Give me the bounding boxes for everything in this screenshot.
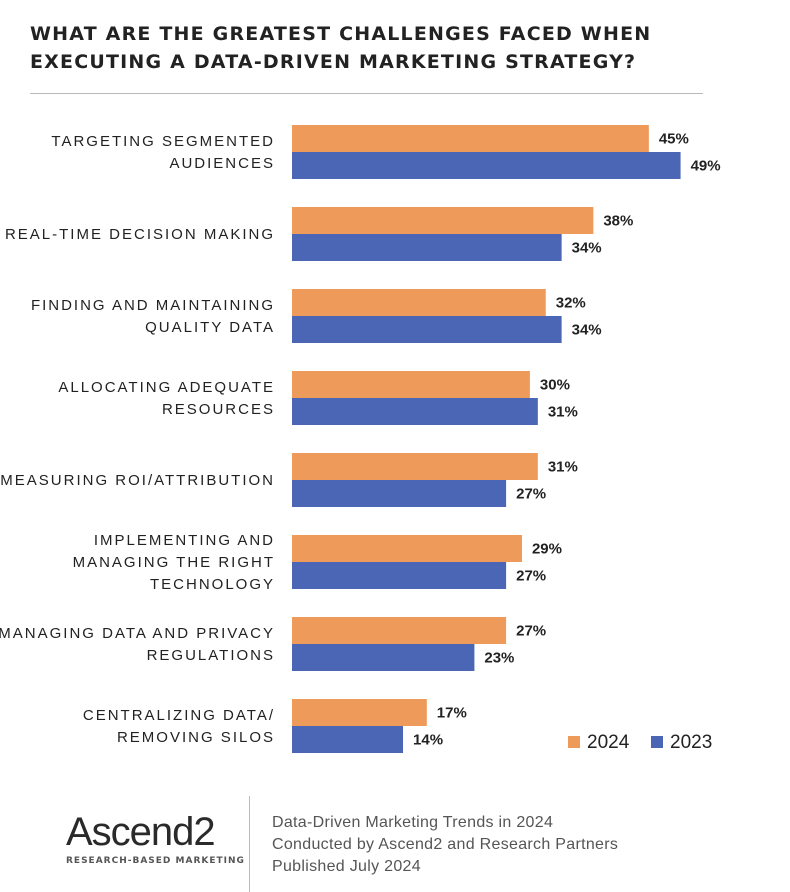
bar-2024 — [292, 535, 522, 562]
value-label-2024: 38% — [603, 213, 633, 230]
value-label-2023: 27% — [516, 568, 546, 585]
bar-2023 — [292, 316, 562, 343]
footer: Ascend2 RESEARCH-BASED MARKETING Data-Dr… — [0, 796, 790, 892]
credit-line-conducted: Conducted by Ascend2 and Research Partne… — [272, 836, 619, 853]
value-label-2023: 14% — [413, 732, 443, 749]
value-label-2023: 34% — [572, 322, 602, 339]
value-label-2024: 27% — [516, 623, 546, 640]
bar-2024 — [292, 371, 530, 398]
value-label-2023: 49% — [691, 158, 721, 175]
value-label-2023: 34% — [572, 240, 602, 257]
category-label: MANAGING DATA AND PRIVACY — [0, 625, 275, 642]
bar-2024 — [292, 453, 538, 480]
value-label-2023: 31% — [548, 404, 578, 421]
legend-label-2023: 2023 — [670, 732, 712, 753]
bar-2023 — [292, 480, 507, 507]
bar-2023 — [292, 644, 475, 671]
title-line-1: WHAT ARE THE GREATEST CHALLENGES FACED W… — [30, 23, 652, 45]
category-label: REMOVING SILOS — [117, 729, 275, 746]
value-label-2023: 27% — [516, 486, 546, 503]
bar-2024 — [292, 699, 427, 726]
category-label: REGULATIONS — [147, 647, 275, 664]
category-label: IMPLEMENTING AND — [94, 532, 275, 549]
value-label-2023: 23% — [484, 650, 514, 667]
footer-credits: Data-Driven Marketing Trends in 2024 Con… — [272, 812, 618, 878]
legend-label-2024: 2024 — [587, 732, 630, 753]
value-label-2024: 32% — [556, 295, 586, 312]
bar-2023 — [292, 726, 404, 753]
bar-2024 — [292, 617, 507, 644]
value-label-2024: 31% — [548, 459, 578, 476]
legend-swatch-2023 — [651, 736, 663, 748]
value-label-2024: 17% — [437, 705, 467, 722]
value-label-2024: 29% — [532, 541, 562, 558]
category-label: MANAGING THE RIGHT — [73, 554, 275, 571]
category-label: AUDIENCES — [169, 155, 275, 172]
logo-wordmark: Ascend2 — [66, 810, 216, 854]
category-label: REAL-TIME DECISION MAKING — [5, 226, 275, 243]
bar-2024 — [292, 207, 594, 234]
value-label-2024: 30% — [540, 377, 570, 394]
bar-2024 — [292, 289, 546, 316]
bar-2023 — [292, 398, 538, 425]
credit-line-published: Published July 2024 — [272, 858, 421, 875]
bar-2023 — [292, 562, 507, 589]
bar-2023 — [292, 152, 681, 179]
chart-title: WHAT ARE THE GREATEST CHALLENGES FACED W… — [30, 20, 720, 76]
category-label: TARGETING SEGMENTED — [51, 133, 275, 150]
category-label: CENTRALIZING DATA/ — [83, 707, 275, 724]
category-label: TECHNOLOGY — [150, 576, 275, 593]
credit-line-report: Data-Driven Marketing Trends in 2024 — [272, 814, 554, 831]
value-label-2024: 45% — [659, 131, 689, 148]
ascend2-logo: Ascend2 RESEARCH-BASED MARKETING — [66, 810, 245, 866]
logo-tagline: RESEARCH-BASED MARKETING — [66, 856, 245, 866]
bar-chart: TARGETING SEGMENTED AUDIENCES 45%49% REAL-T… — [0, 125, 721, 753]
category-label: ALLOCATING ADEQUATE — [58, 379, 275, 396]
title-divider — [30, 93, 703, 94]
legend-swatch-2024 — [568, 736, 580, 748]
category-label: MEASURING ROI/ATTRIBUTION — [0, 472, 275, 489]
category-label: QUALITY DATA — [145, 319, 275, 336]
title-line-2: EXECUTING A DATA-DRIVEN MARKETING STRATE… — [30, 51, 637, 73]
category-label: RESOURCES — [162, 401, 275, 418]
bar-2023 — [292, 234, 562, 261]
bar-2024 — [292, 125, 649, 152]
footer-divider — [249, 796, 250, 892]
category-label: FINDING AND MAINTAINING — [31, 297, 275, 314]
